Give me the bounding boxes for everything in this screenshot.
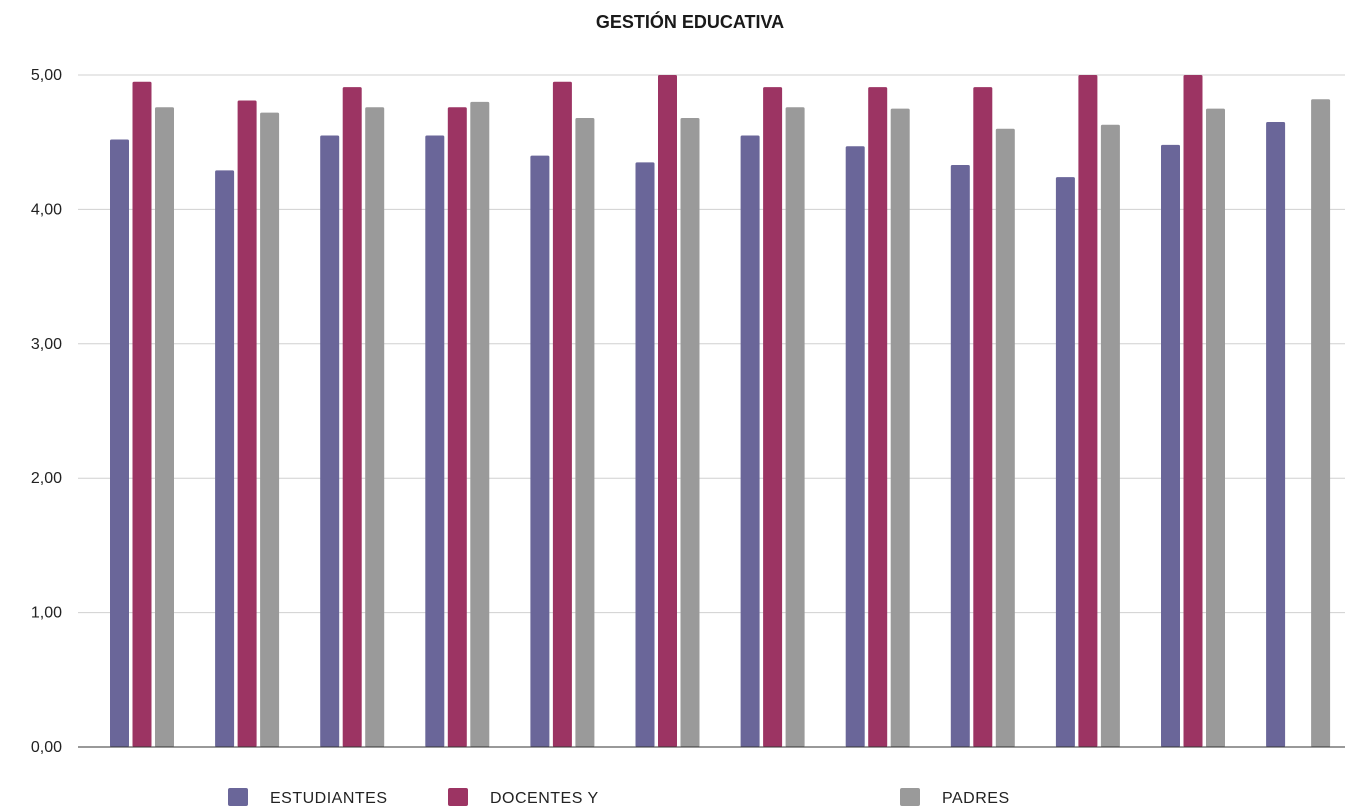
bar-padres [995,128,1015,747]
legend: ESTUDIANTES DOCENTES Y PADRES [228,788,1010,807]
y-tick-label: 5,00 [31,67,62,84]
grid-lines [78,74,1345,614]
bar-padres [680,118,700,748]
bar-padres [1100,124,1120,747]
y-tick-label: 2,00 [31,470,62,487]
y-tick-label: 1,00 [31,605,62,622]
bar-docentes-y [658,75,677,747]
bar-padres [785,107,805,748]
bar-padres [260,112,280,747]
bar-estudiantes [320,135,340,748]
legend-label: DOCENTES Y [490,790,599,807]
legend-swatch [448,788,468,806]
bar-estudiantes [740,135,760,748]
bar-docentes-y [552,81,572,748]
bar-docentes-y [237,100,257,747]
bar-estudiantes [1266,122,1286,748]
y-tick-label: 4,00 [31,201,62,218]
bar-estudiantes [845,146,865,747]
bar-docentes-y [763,87,783,747]
bar-padres [155,107,174,748]
bar-docentes-y [132,81,152,748]
y-tick-label: 0,00 [31,739,62,756]
bar-estudiantes [950,165,970,748]
legend-label: PADRES [942,790,1010,807]
bar-docentes-y [447,107,467,748]
y-tick-label: 3,00 [31,336,62,353]
bar-estudiantes [1161,144,1180,747]
bar-docentes-y [1078,75,1098,747]
bar-padres [575,118,595,748]
bar-padres [1311,99,1331,747]
bar-docentes-y [342,87,362,747]
bar-docentes-y [973,87,993,747]
bar-padres [890,108,910,748]
chart-title: GESTIÓN EDUCATIVA [596,11,784,32]
bar-padres [365,107,385,748]
legend-swatch [900,788,920,806]
bars [110,75,1331,748]
bar-docentes-y [1183,75,1203,747]
bar-estudiantes [215,170,235,747]
bar-docentes-y [868,87,888,747]
bar-padres [1206,108,1225,748]
bar-estudiantes [110,139,129,748]
y-axis-ticks: 0,00 1,00 2,00 3,00 4,00 5,00 [31,67,62,756]
legend-swatch [228,788,248,806]
bar-estudiantes [635,162,655,748]
legend-label: ESTUDIANTES [270,790,388,807]
bar-estudiantes [425,135,445,748]
bar-estudiantes [530,155,550,747]
bar-estudiantes [1055,177,1075,748]
bar-padres [470,101,490,747]
